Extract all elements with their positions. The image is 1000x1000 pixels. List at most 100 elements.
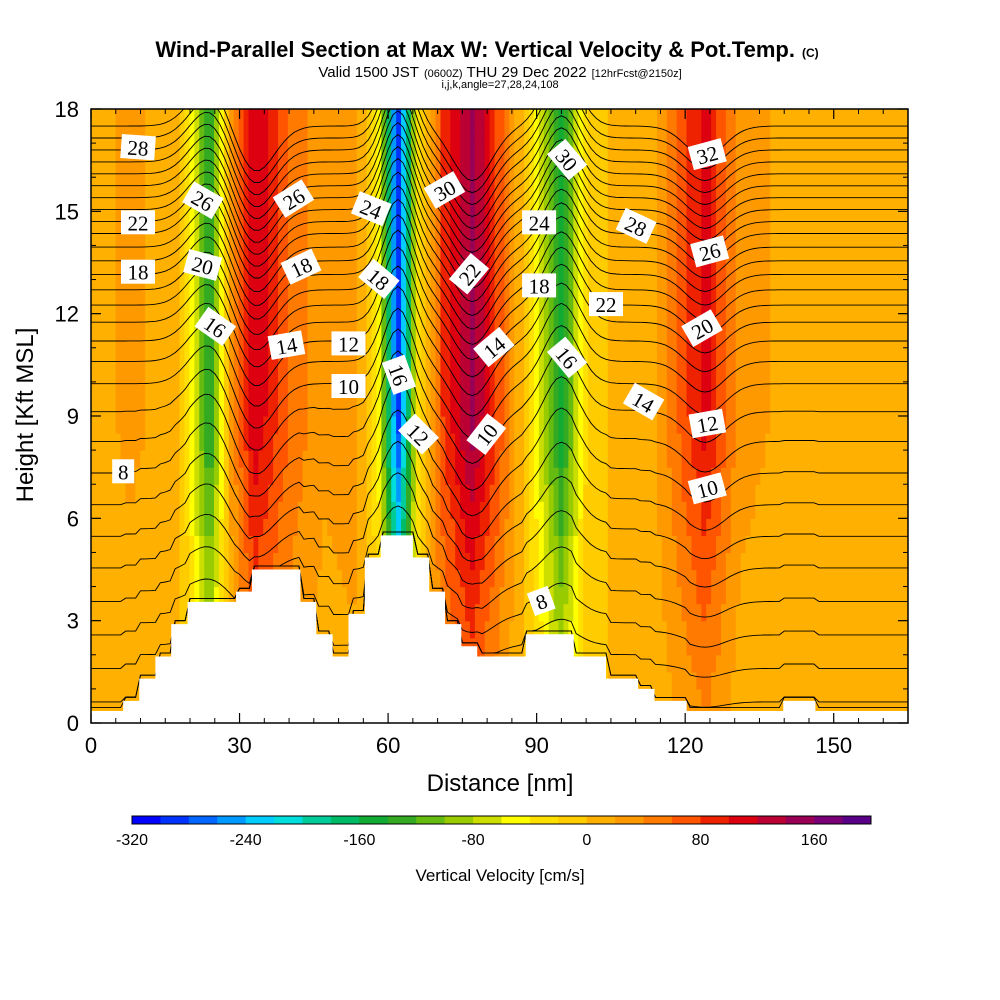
velocity-cell [474,211,481,229]
velocity-cell [716,160,722,178]
velocity-cell [445,245,451,264]
velocity-cell [179,313,186,332]
velocity-cell [755,654,761,673]
velocity-cell [716,603,722,622]
velocity-cell [445,262,451,281]
velocity-cell [602,160,609,178]
velocity-cell [583,126,589,144]
velocity-cell [760,501,766,519]
velocity-cell [154,467,161,485]
velocity-cell [765,160,771,178]
velocity-cell [622,143,629,161]
velocity-cell [410,535,417,554]
velocity-cell [652,671,658,690]
velocity-cell [652,126,658,144]
velocity-cell [765,586,771,605]
velocity-cell [371,484,378,502]
velocity-cell [253,262,259,281]
velocity-cell [484,620,491,639]
velocity-cell [533,313,540,332]
velocity-cell [248,160,255,178]
velocity-cell [765,245,771,264]
velocity-cell [730,177,737,195]
velocity-cell [632,347,638,366]
velocity-cell [607,654,614,673]
velocity-cell [617,313,624,332]
velocity-cell [223,194,230,212]
velocity-cell [553,398,560,417]
velocity-cell [327,501,333,519]
velocity-cell [676,518,683,536]
velocity-cell [765,381,771,400]
velocity-cell [322,194,328,212]
velocity-cell [159,262,166,281]
velocity-cell [238,296,245,315]
velocity-cell [671,637,678,656]
velocity-cell [760,279,766,298]
velocity-cell [396,228,402,247]
velocity-cell [573,484,579,502]
velocity-cell [529,109,535,127]
velocity-cell [494,143,501,161]
velocity-cell [214,501,220,519]
velocity-cell [489,569,496,588]
velocity-cell [415,279,422,298]
velocity-cell [740,109,747,127]
velocity-cell [760,450,766,468]
velocity-cell [558,279,565,298]
velocity-cell [460,228,466,247]
velocity-cell [263,364,269,383]
velocity-cell [327,228,333,247]
velocity-cell [115,126,122,144]
velocity-cell [445,330,451,349]
velocity-cell [361,364,368,383]
velocity-cell [681,364,688,383]
velocity-cell [258,416,264,434]
velocity-cell [602,467,609,485]
velocity-cell [154,109,161,127]
velocity-cell [691,347,697,366]
velocity-cell [469,518,476,536]
velocity-cell [588,620,594,639]
velocity-cell [499,262,506,281]
velocity-cell [494,228,501,247]
velocity-cell [430,313,437,332]
velocity-cell [337,552,343,571]
velocity-cell [627,143,633,161]
velocity-cell [415,313,422,332]
velocity-cell [602,347,609,366]
velocity-cell [661,518,668,536]
velocity-cell [410,245,417,264]
velocity-cell [218,160,225,178]
velocity-cell [425,330,432,349]
velocity-cell [371,398,378,417]
velocity-cell [307,109,314,127]
velocity-cell [627,535,633,554]
velocity-cell [597,637,604,656]
velocity-cell [524,535,530,554]
velocity-cell [110,228,117,247]
velocity-cell [184,245,191,264]
velocity-cell [159,347,166,366]
velocity-cell [268,450,274,468]
velocity-cell [701,262,707,281]
velocity-cell [115,501,122,519]
velocity-cell [745,194,752,212]
velocity-cell [706,620,712,639]
velocity-cell [465,484,471,502]
velocity-cell [145,364,151,383]
velocity-cell [533,467,540,485]
velocity-cell [593,262,599,281]
velocity-cell [706,654,712,673]
velocity-cell [602,416,609,434]
velocity-cell [268,484,274,502]
velocity-cell [420,177,427,195]
velocity-cell [671,126,678,144]
velocity-cell [435,347,442,366]
velocity-cell [632,330,638,349]
velocity-cell [194,416,200,434]
velocity-cell [588,228,594,247]
velocity-cell [351,364,358,383]
velocity-cell [745,398,752,417]
velocity-cell [474,347,481,366]
